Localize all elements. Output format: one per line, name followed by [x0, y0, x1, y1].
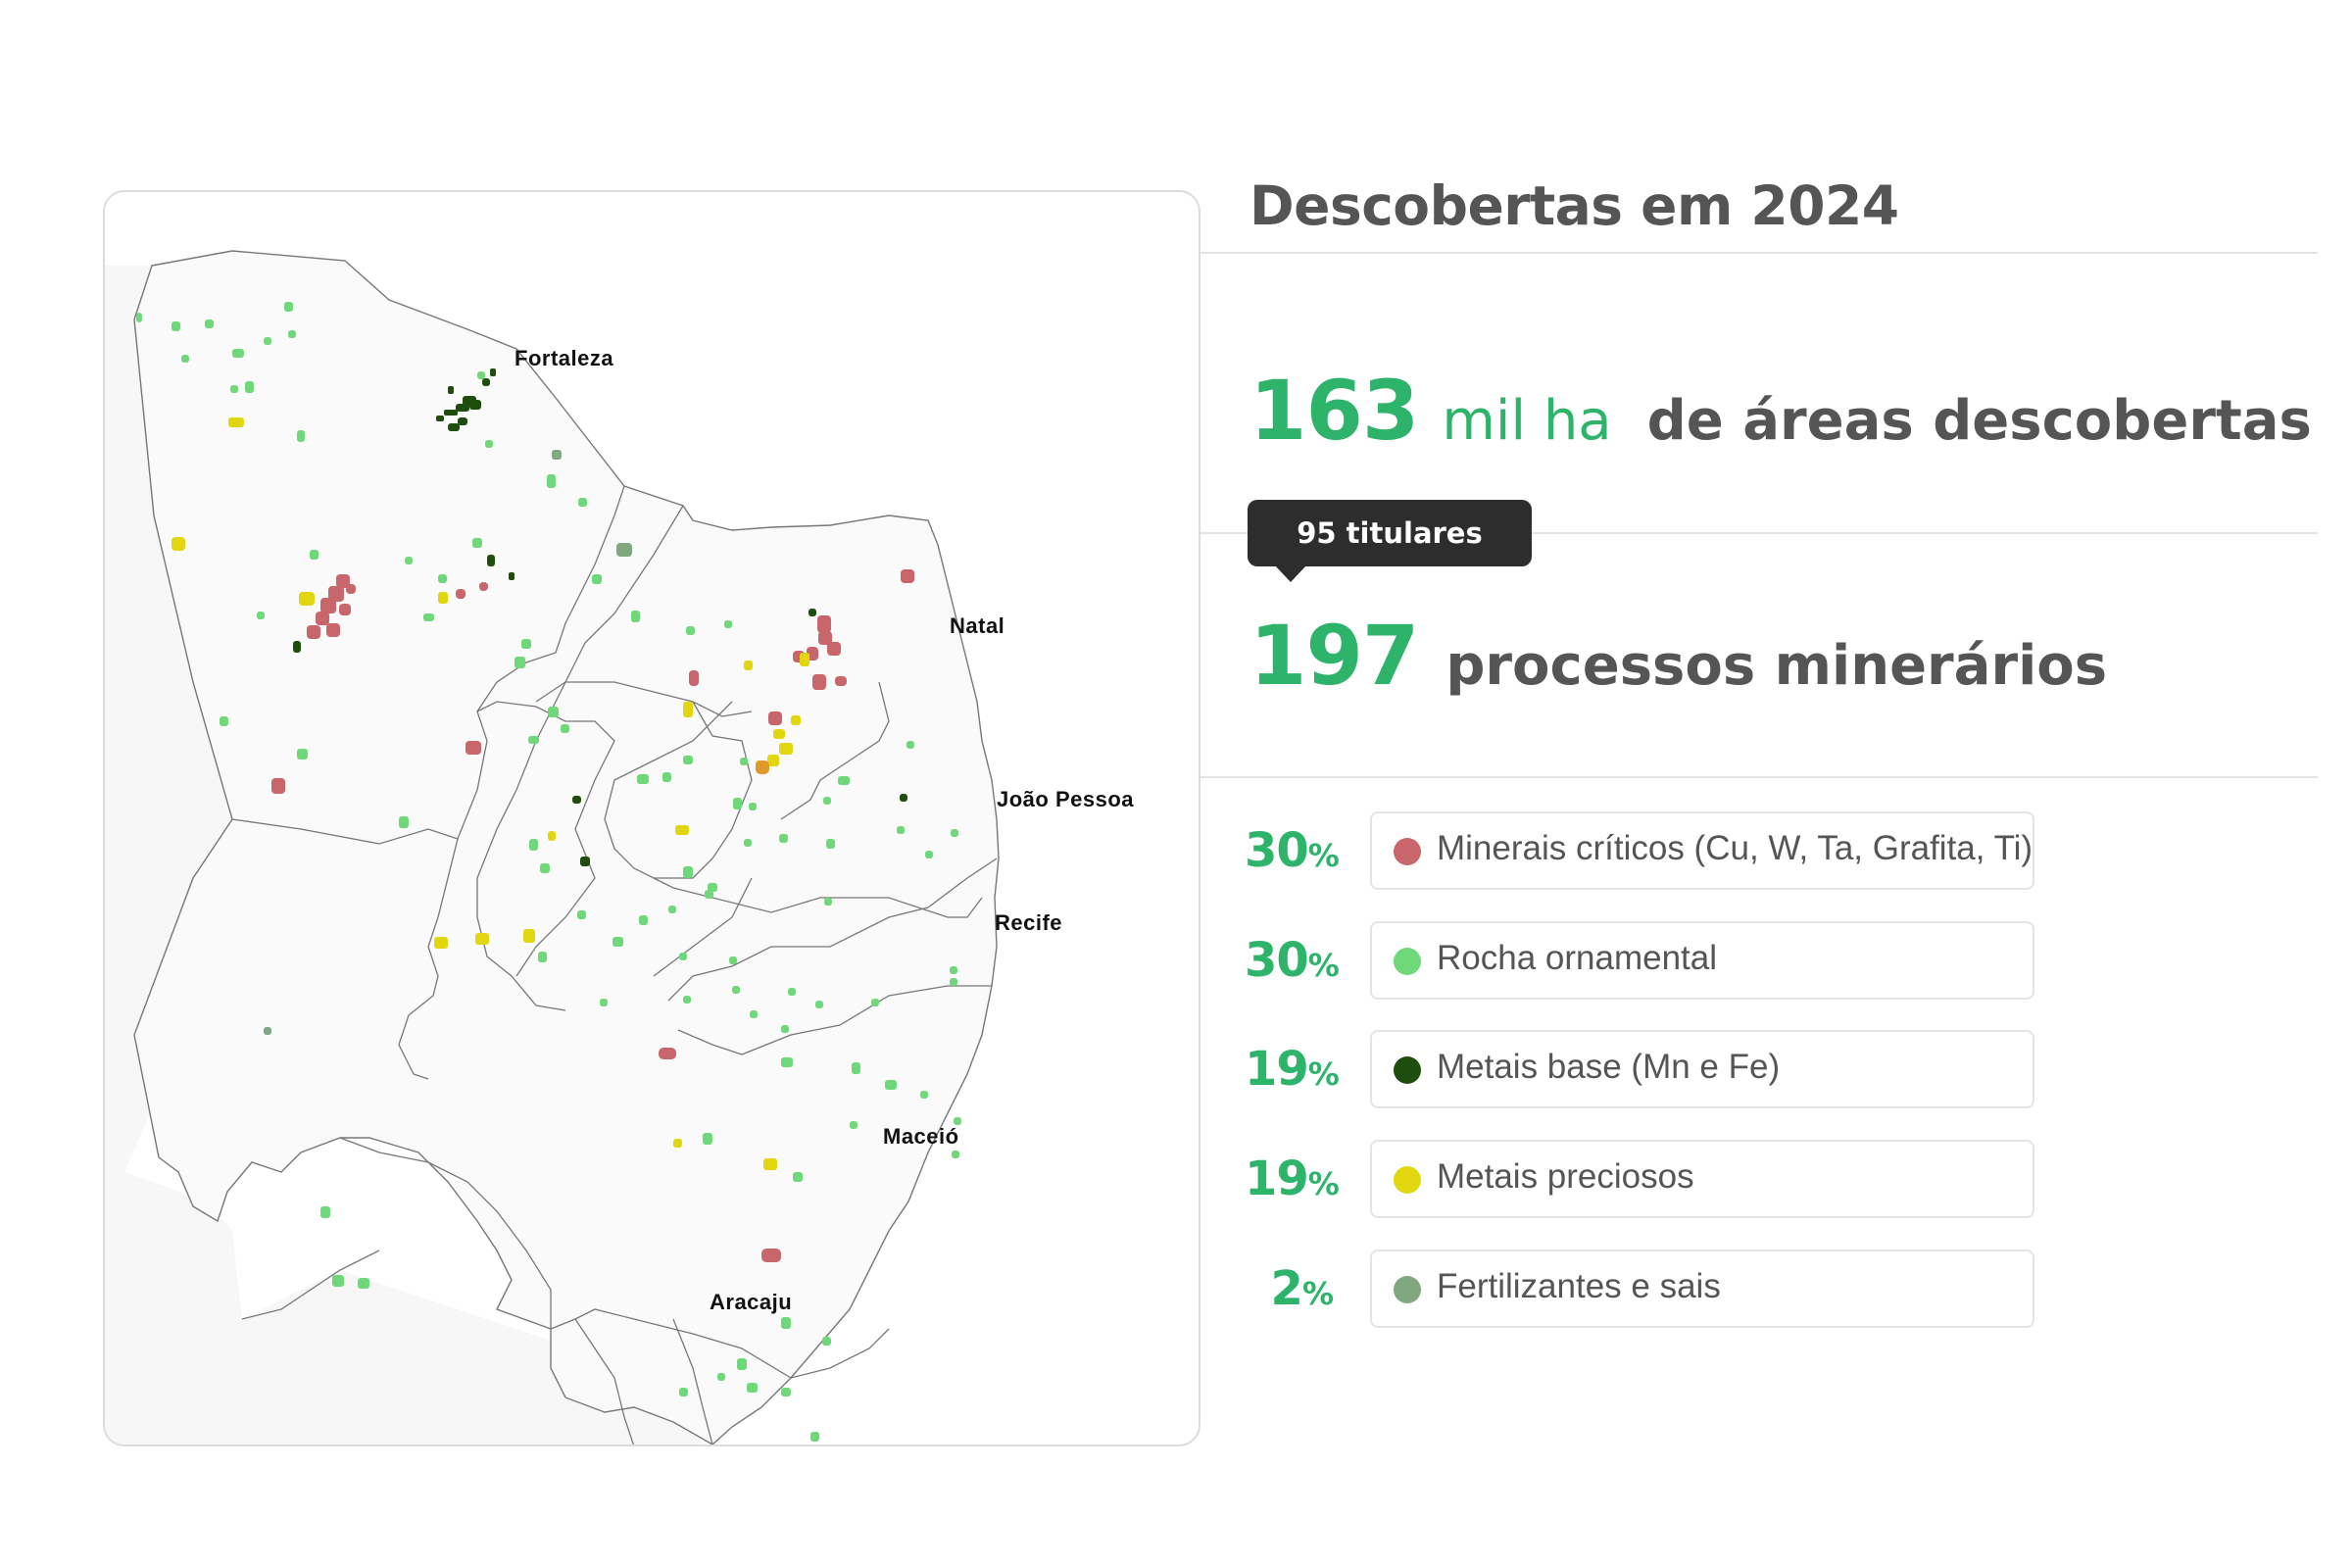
legend-label: Fertilizantes e sais	[1437, 1267, 1721, 1305]
city-labels: Fortaleza Natal João Pessoa Recife Macei…	[514, 346, 1134, 1314]
legend-dot-icon	[1394, 1166, 1421, 1194]
divider-top	[1200, 252, 2318, 254]
legend-row-minerais-criticos[interactable]: 30% Minerais críticos (Cu, W, Ta, Grafit…	[1245, 811, 2038, 894]
legend-row-metais-base[interactable]: 19% Metais base (Mn e Fe)	[1245, 1030, 2038, 1112]
area-label: de áreas descobertas	[1646, 389, 2312, 453]
city-recife: Recife	[995, 910, 1062, 935]
legend-box[interactable]: Minerais críticos (Cu, W, Ta, Grafita, T…	[1370, 811, 2034, 890]
legend-label: Metais preciosos	[1437, 1157, 1694, 1196]
area-value: 163	[1250, 363, 1419, 459]
city-fortaleza: Fortaleza	[514, 346, 613, 370]
legend-label: Rocha ornamental	[1437, 939, 1717, 977]
tooltip-text: 95 titulares	[1297, 516, 1483, 550]
panel-title: Descobertas em 2024	[1250, 174, 1899, 237]
processes-stat: 197 processos minerários	[1250, 608, 2107, 704]
legend-label: Minerais críticos (Cu, W, Ta, Grafita, T…	[1437, 829, 2034, 867]
map-card[interactable]: Fortaleza Natal João Pessoa Recife Macei…	[103, 190, 1200, 1446]
markers-minerais-criticos	[271, 569, 914, 1262]
city-joao-pessoa: João Pessoa	[997, 787, 1134, 811]
titulares-tooltip: 95 titulares	[1248, 500, 1532, 566]
region-map[interactable]: Fortaleza Natal João Pessoa Recife Macei…	[105, 192, 1200, 1446]
city-aracaju: Aracaju	[710, 1290, 792, 1314]
markers-metais-preciosos	[172, 417, 809, 1170]
legend-dot-icon	[1394, 1276, 1421, 1303]
legend-row-fertilizantes[interactable]: 2% Fertilizantes e sais	[1245, 1250, 2038, 1332]
city-natal: Natal	[950, 613, 1004, 638]
legend-dot-icon	[1394, 1056, 1421, 1084]
legend-pct: 2%	[1270, 1261, 1334, 1316]
divider-middle	[1200, 532, 2318, 534]
state-borders	[231, 485, 998, 1445]
markers-metais-base	[293, 368, 907, 866]
divider-bottom	[1200, 776, 2318, 778]
marker-orange	[756, 760, 769, 774]
markers-fertilizantes	[264, 450, 632, 1035]
legend-box[interactable]: Metais preciosos	[1370, 1140, 2034, 1218]
neighbor-land	[105, 266, 708, 1445]
legend-box[interactable]: Metais base (Mn e Fe)	[1370, 1030, 2034, 1108]
legend-dot-icon	[1394, 948, 1421, 975]
tooltip-arrow	[1274, 564, 1307, 582]
legend-box[interactable]: Rocha ornamental	[1370, 921, 2034, 1000]
legend-dot-icon	[1394, 838, 1421, 865]
legend-row-metais-preciosos[interactable]: 19% Metais preciosos	[1245, 1140, 2038, 1222]
processes-label: processos minerários	[1446, 634, 2108, 698]
area-stat: 163 mil ha de áreas descobertas	[1250, 363, 2312, 459]
legend-label: Metais base (Mn e Fe)	[1437, 1048, 1781, 1086]
northeast-region	[133, 250, 1000, 1445]
legend-pct: 30%	[1245, 933, 1340, 988]
legend-pct: 30%	[1245, 823, 1340, 878]
legend-pct: 19%	[1245, 1042, 1340, 1097]
city-maceio: Maceió	[883, 1124, 959, 1149]
legend-row-rocha-ornamental[interactable]: 30% Rocha ornamental	[1245, 921, 2038, 1004]
processes-value: 197	[1250, 608, 1419, 704]
legend-pct: 19%	[1245, 1152, 1340, 1206]
area-unit: mil ha	[1442, 389, 1612, 453]
legend-box[interactable]: Fertilizantes e sais	[1370, 1250, 2034, 1328]
